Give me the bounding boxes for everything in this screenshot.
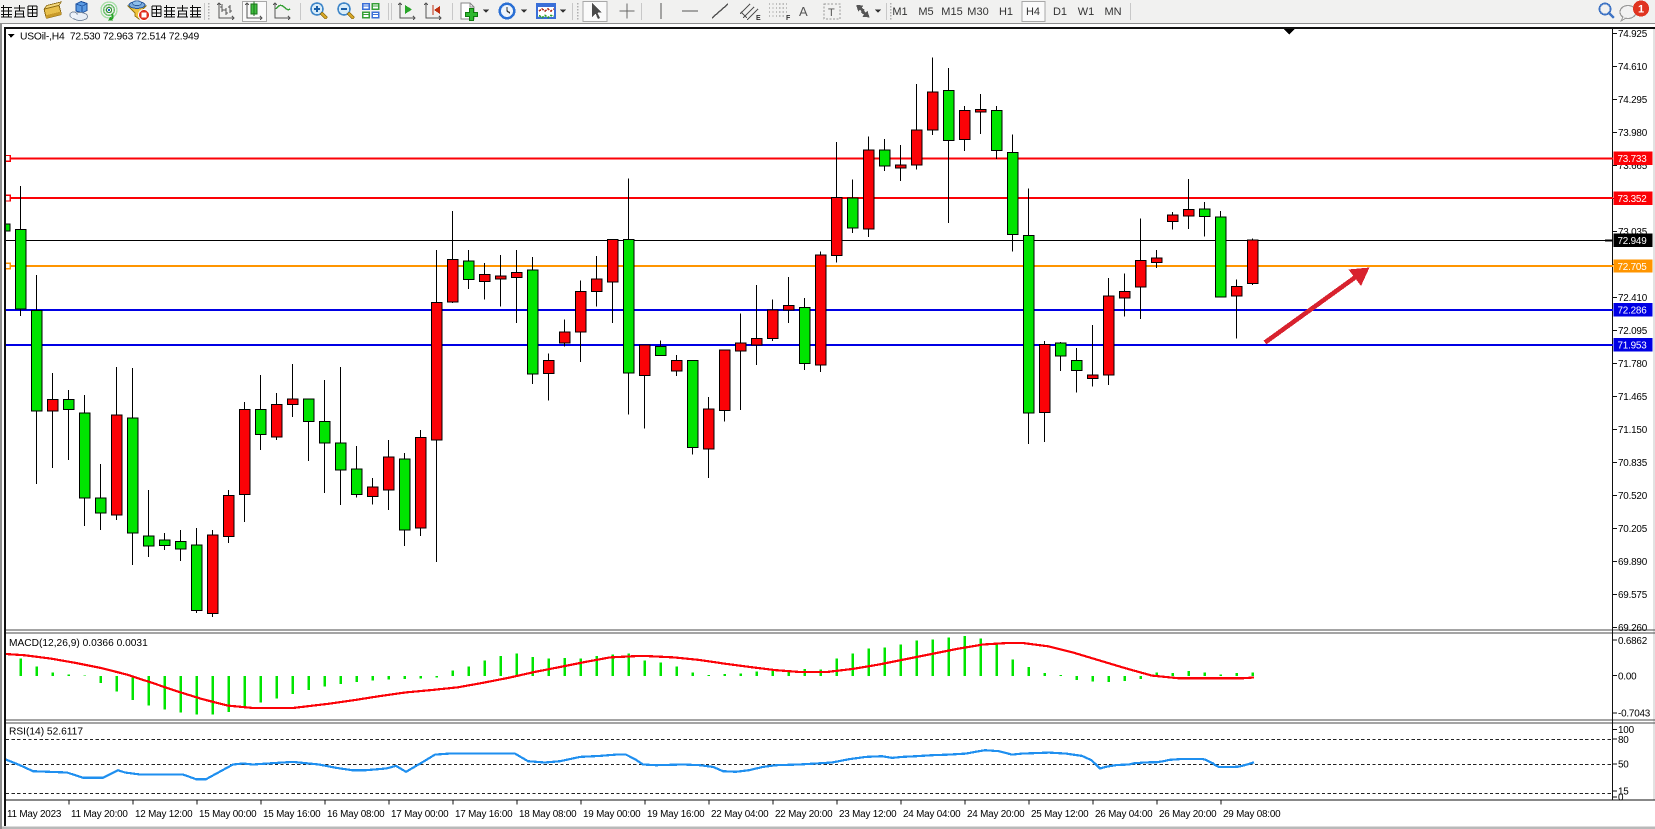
svg-text:11 May 2023: 11 May 2023 (7, 809, 62, 820)
svg-text:F: F (786, 15, 791, 22)
svg-text:69.890: 69.890 (1618, 557, 1648, 568)
svg-text:26 May 04:00: 26 May 04:00 (1095, 809, 1153, 820)
svg-text:12 May 12:00: 12 May 12:00 (135, 809, 193, 820)
svg-text:71.780: 71.780 (1618, 359, 1648, 370)
svg-text:74.610: 74.610 (1618, 62, 1648, 73)
svg-text:72.095: 72.095 (1618, 326, 1648, 337)
svg-text:M15: M15 (941, 6, 962, 18)
svg-text:H4: H4 (1026, 6, 1040, 18)
svg-text:15 May 16:00: 15 May 16:00 (263, 809, 321, 820)
svg-text:24 May 04:00: 24 May 04:00 (903, 809, 961, 820)
svg-text:A: A (799, 4, 808, 19)
svg-text:69.575: 69.575 (1618, 590, 1648, 601)
svg-text:24 May 20:00: 24 May 20:00 (967, 809, 1025, 820)
svg-text:70.835: 70.835 (1618, 458, 1648, 469)
svg-text:11 May 20:00: 11 May 20:00 (71, 809, 128, 820)
svg-text:D1: D1 (1053, 6, 1067, 18)
svg-text:M5: M5 (918, 6, 933, 18)
svg-text:22 May 20:00: 22 May 20:00 (775, 809, 833, 820)
svg-text:15 May 00:00: 15 May 00:00 (199, 809, 257, 820)
svg-text:19 May 16:00: 19 May 16:00 (647, 809, 705, 820)
svg-text:72.410: 72.410 (1618, 293, 1648, 304)
svg-text:50: 50 (1618, 760, 1629, 771)
svg-text:USOil-,H4 72.530 72.963 72.51: USOil-,H4 72.530 72.963 72.514 72.949 (20, 32, 199, 43)
svg-text:74.295: 74.295 (1618, 95, 1648, 106)
svg-text:17 May 16:00: 17 May 16:00 (455, 809, 513, 820)
svg-text:72.705: 72.705 (1618, 262, 1648, 273)
svg-text:MACD(12,26,9) 0.0366 0.0031: MACD(12,26,9) 0.0366 0.0031 (9, 638, 148, 649)
svg-text:-0.7043: -0.7043 (1618, 708, 1651, 719)
svg-text:M30: M30 (967, 6, 988, 18)
svg-text:71.150: 71.150 (1618, 425, 1648, 436)
svg-text:M1: M1 (892, 6, 907, 18)
svg-text:73.035: 73.035 (1618, 227, 1648, 238)
svg-text:29 May 08:00: 29 May 08:00 (1223, 809, 1281, 820)
svg-text:25 May 12:00: 25 May 12:00 (1031, 809, 1089, 820)
svg-text:69.260: 69.260 (1618, 623, 1648, 634)
svg-text:15: 15 (1618, 786, 1629, 797)
svg-text:70.520: 70.520 (1618, 491, 1648, 502)
svg-text:71.465: 71.465 (1618, 392, 1648, 403)
svg-text:0.6862: 0.6862 (1618, 636, 1647, 647)
svg-text:0: 0 (1618, 793, 1624, 804)
svg-text:72.949: 72.949 (1618, 236, 1648, 247)
svg-text:74.925: 74.925 (1618, 29, 1648, 40)
svg-text:71.953: 71.953 (1618, 341, 1648, 352)
svg-text:70.205: 70.205 (1618, 524, 1648, 535)
svg-text:100: 100 (1618, 725, 1635, 736)
svg-text:80: 80 (1618, 735, 1629, 746)
svg-text:73.352: 73.352 (1618, 194, 1647, 205)
svg-text:E: E (756, 15, 761, 22)
svg-text:T: T (828, 7, 835, 19)
svg-text:H1: H1 (999, 6, 1013, 18)
svg-text:16 May 08:00: 16 May 08:00 (327, 809, 385, 820)
svg-text:1: 1 (1638, 4, 1644, 16)
svg-text:26 May 20:00: 26 May 20:00 (1159, 809, 1217, 820)
svg-text:23 May 12:00: 23 May 12:00 (839, 809, 897, 820)
svg-text:W1: W1 (1078, 6, 1095, 18)
svg-text:RSI(14) 52.6117: RSI(14) 52.6117 (9, 727, 83, 738)
svg-text:72.286: 72.286 (1618, 306, 1648, 317)
svg-text:18 May 08:00: 18 May 08:00 (519, 809, 577, 820)
svg-text:0.00: 0.00 (1618, 671, 1637, 682)
svg-text:17 May 00:00: 17 May 00:00 (391, 809, 449, 820)
svg-text:19 May 00:00: 19 May 00:00 (583, 809, 641, 820)
svg-text:22 May 04:00: 22 May 04:00 (711, 809, 769, 820)
svg-text:73.733: 73.733 (1618, 154, 1648, 165)
svg-text:73.665: 73.665 (1618, 161, 1648, 172)
svg-text:MN: MN (1104, 6, 1121, 18)
svg-text:73.980: 73.980 (1618, 128, 1648, 139)
